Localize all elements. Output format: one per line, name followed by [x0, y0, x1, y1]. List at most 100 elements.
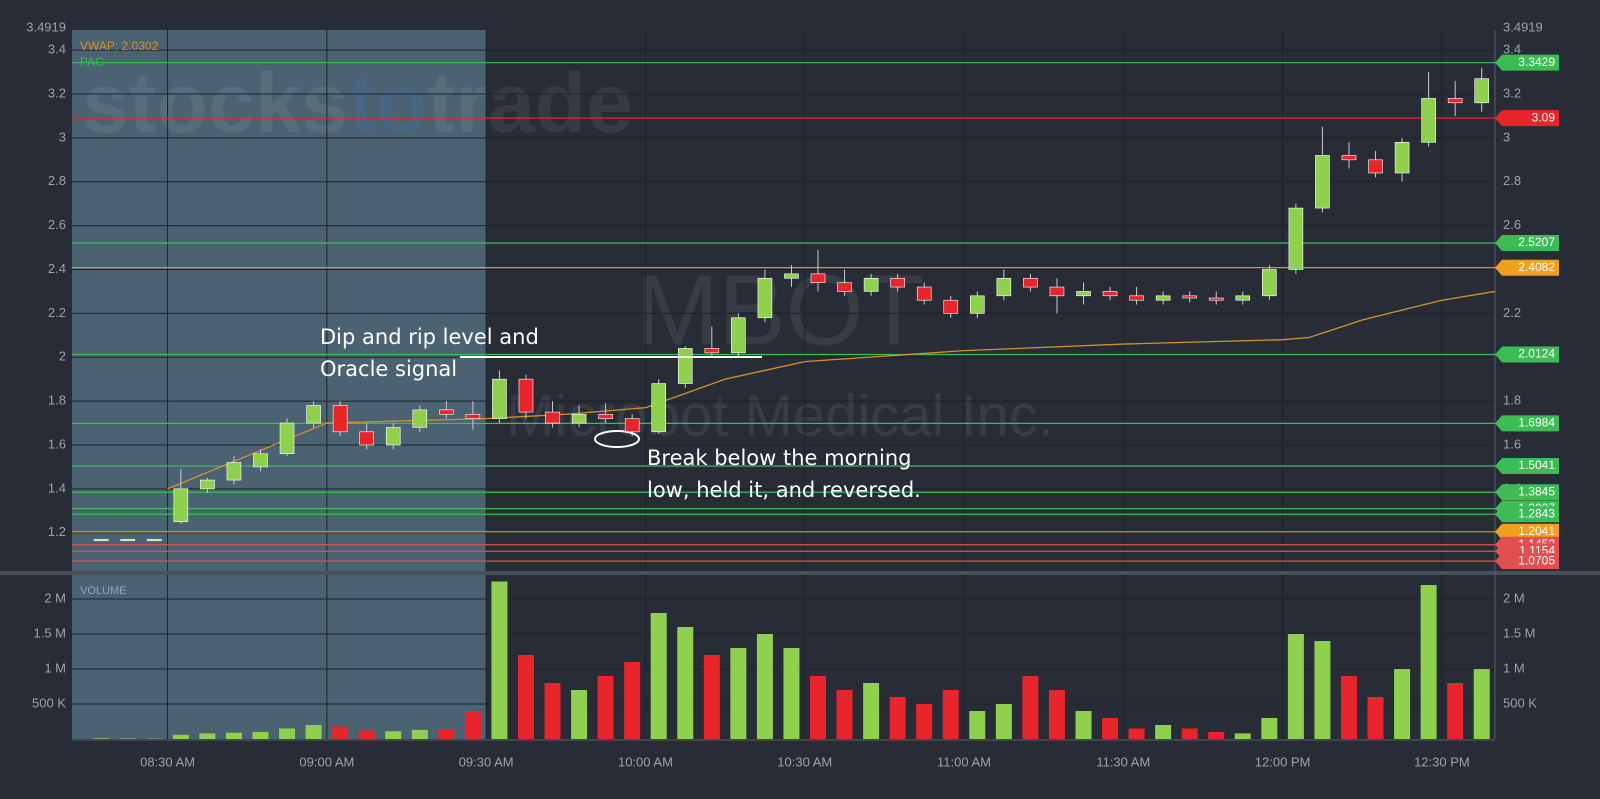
y-tick-label: 1.2 — [48, 524, 66, 539]
candle-body — [837, 282, 852, 292]
volume-bar — [1022, 676, 1039, 739]
volume-bar — [225, 732, 242, 739]
volume-bar — [1447, 683, 1464, 739]
volume-tick-label-right: 1.5 M — [1503, 625, 1536, 640]
volume-bar — [650, 613, 667, 739]
x-tick-label: 08:30 AM — [140, 754, 195, 769]
volume-label: VOLUME — [80, 585, 126, 597]
candle-body — [1182, 295, 1197, 299]
volume-tick-label: 1.5 M — [33, 625, 66, 640]
level-tag — [1495, 553, 1559, 570]
volume-bar — [624, 662, 641, 739]
candle-body — [173, 488, 189, 523]
volume-bar — [1128, 728, 1145, 739]
y-tick-label: 2.4 — [48, 261, 66, 276]
candle-body — [226, 462, 242, 481]
y-tick-label: 1.6 — [48, 436, 66, 451]
candle-body — [810, 273, 826, 283]
volume-bar — [703, 655, 720, 739]
candle-body — [863, 277, 879, 292]
candle-body — [385, 427, 401, 446]
volume-bar — [279, 728, 296, 739]
volume-bar — [836, 690, 853, 739]
annotation: Dip and rip level and — [320, 325, 539, 349]
volume-bar — [1181, 728, 1198, 739]
volume-bar — [1420, 585, 1437, 739]
volume-bar — [464, 711, 481, 739]
volume-bar — [172, 734, 189, 739]
level-label: 2.4082 — [1518, 260, 1555, 274]
volume-bar — [438, 729, 455, 739]
level-label: 2.5207 — [1518, 235, 1555, 249]
candle-body — [439, 409, 454, 415]
x-tick-label: 12:00 PM — [1255, 754, 1311, 769]
volume-bar — [597, 676, 614, 739]
volume-tick-label: 2 M — [44, 590, 66, 605]
level-label: 3.3429 — [1518, 55, 1555, 69]
volume-bar — [1261, 718, 1278, 739]
panel-separator — [0, 571, 1600, 575]
level-tag — [1495, 346, 1559, 363]
candle-body — [1102, 291, 1118, 297]
volume-bar — [969, 711, 986, 739]
candle-body — [1288, 207, 1304, 270]
x-tick-label: 11:00 AM — [937, 754, 991, 769]
candle-body — [996, 277, 1012, 297]
volume-bar — [677, 627, 694, 739]
y-tick-label-right: 1.8 — [1503, 393, 1521, 408]
candle-body — [1394, 141, 1410, 174]
annotation: Oracle signal — [320, 357, 457, 381]
level-tag — [1495, 235, 1559, 252]
candle-body — [1421, 98, 1436, 143]
level-tag — [1495, 259, 1559, 276]
volume-bar — [332, 726, 349, 739]
x-tick-label: 11:30 AM — [1096, 754, 1150, 769]
volume-bar — [1075, 711, 1092, 739]
candle-body — [784, 273, 799, 279]
level-label: 1.2843 — [1518, 506, 1555, 520]
candle-body — [571, 413, 587, 424]
vwap-label: VWAP: 2.0302 — [80, 39, 159, 53]
candle-body — [1129, 295, 1144, 301]
y-tick-label: 2.8 — [48, 173, 66, 188]
volume-bar — [1314, 641, 1331, 739]
volume-bar — [1473, 669, 1490, 739]
volume-bar — [1208, 732, 1225, 739]
y-tick-label-right: 2.6 — [1503, 217, 1521, 232]
candle-body — [518, 378, 534, 413]
volume-bar — [783, 648, 800, 739]
volume-bar — [942, 690, 959, 739]
candle-body — [1447, 98, 1463, 104]
candle-body — [93, 538, 109, 542]
candle-body — [1474, 78, 1490, 104]
candle-body — [147, 538, 162, 542]
candle-body — [704, 348, 720, 354]
level-tag — [1495, 415, 1559, 432]
y-tick-label: 2.2 — [48, 305, 66, 320]
y-tick-label-right: 2.8 — [1503, 173, 1521, 188]
candle-body — [332, 405, 348, 433]
volume-bar — [571, 690, 588, 739]
level-tag — [1495, 506, 1559, 523]
y-tick-label: 1.4 — [48, 480, 66, 495]
volume-bar — [252, 732, 269, 739]
y-tick-label-right: 3.2 — [1503, 85, 1521, 100]
candle-body — [492, 378, 507, 419]
watermark: stockstotrade — [82, 56, 633, 150]
company-watermark: Microbot Medical Inc. — [506, 383, 1054, 448]
volume-bar — [863, 683, 880, 739]
volume-bar — [810, 676, 827, 739]
candle-body — [1049, 286, 1065, 297]
candle-body — [120, 538, 136, 542]
volume-bar — [411, 729, 428, 739]
candle-body — [970, 295, 985, 314]
y-tick-label: 3.4 — [48, 42, 66, 57]
volume-bar — [544, 683, 561, 739]
watermark-part: trade — [427, 56, 632, 150]
candle-body — [1023, 277, 1038, 288]
watermark-part: to — [348, 56, 427, 150]
volume-bar — [1287, 634, 1304, 739]
volume-bar — [1340, 676, 1357, 739]
y-tick-label-right: 2.2 — [1503, 305, 1521, 320]
level-label: 1.3845 — [1518, 484, 1555, 498]
